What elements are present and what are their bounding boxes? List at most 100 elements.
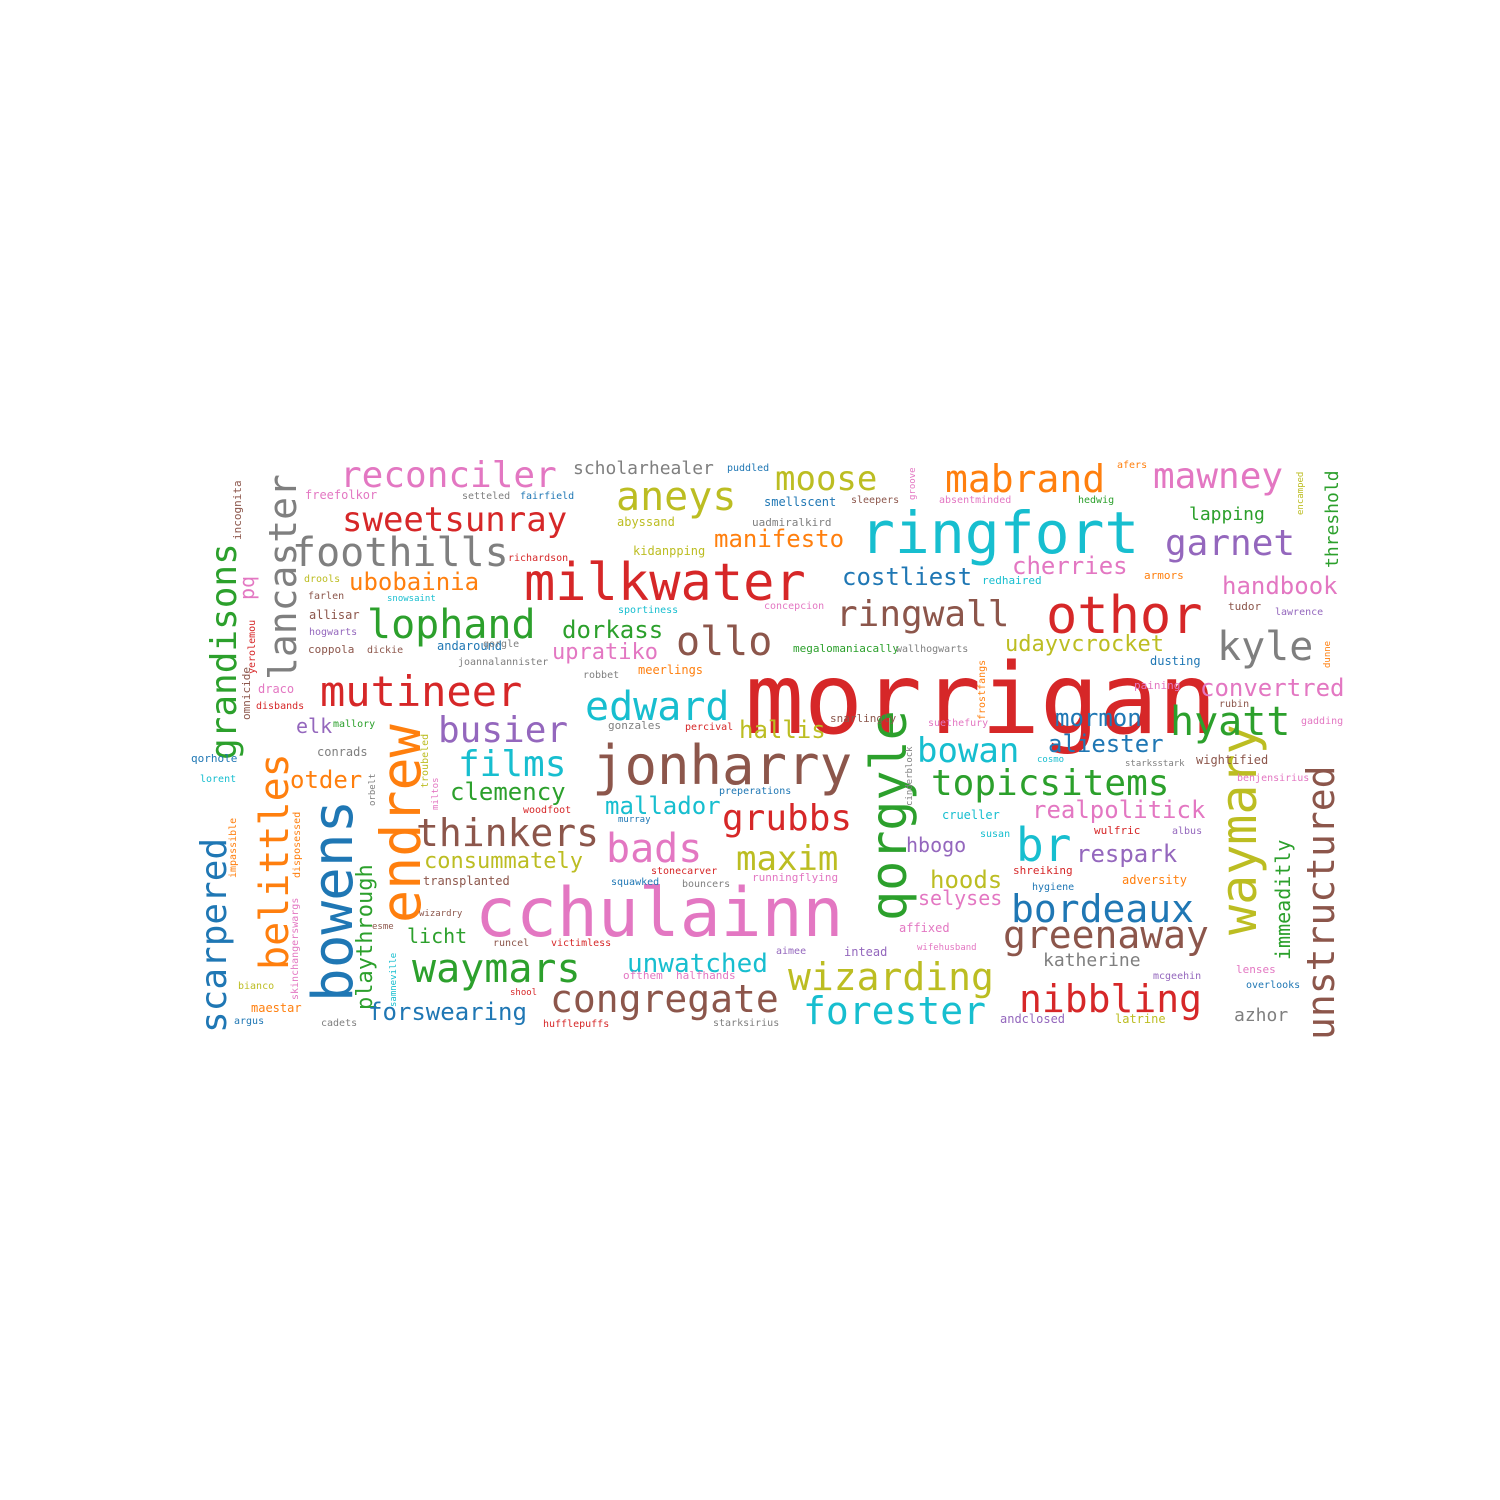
- word-moose: moose: [775, 459, 877, 499]
- word-drools: drools: [304, 574, 340, 585]
- word-cherries: cherries: [1012, 552, 1128, 580]
- word-maxim: maxim: [736, 839, 838, 879]
- word-gonzales: gonzales: [608, 719, 661, 732]
- word-intead: intead: [844, 945, 887, 959]
- word-lancaster: lancaster: [261, 474, 305, 680]
- word-puddled: puddled: [727, 463, 769, 474]
- word-snarlingly: snarlingly: [830, 712, 897, 725]
- word-hedwig: hedwig: [1078, 495, 1114, 506]
- word-samneville: samneville: [389, 953, 399, 1007]
- word-lenses: lenses: [1236, 963, 1276, 976]
- word-andclosed: andclosed: [1000, 1012, 1065, 1026]
- word-omnicide: omnicide: [240, 667, 253, 720]
- word-kidanpping: kidanpping: [633, 544, 705, 558]
- word-disbands: disbands: [256, 701, 304, 712]
- word-farlen: farlen: [308, 591, 344, 602]
- word-transplanted: transplanted: [423, 874, 510, 888]
- word-forswearing: forswearing: [368, 998, 527, 1026]
- word-murray: murray: [618, 815, 651, 825]
- word-allisar: allisar: [309, 608, 360, 622]
- word-mawney: mawney: [1153, 456, 1283, 497]
- word-ubobainia: ubobainia: [349, 568, 479, 596]
- word-hogwarts: hogwarts: [309, 627, 357, 638]
- word-aneys: aneys: [616, 474, 736, 520]
- word-sweetsunray: sweetsunray: [342, 500, 567, 540]
- word-morrigan: morrigan: [745, 643, 1217, 757]
- word-susan: susan: [980, 829, 1010, 840]
- word-elk: elk: [296, 714, 332, 738]
- word-starksstark: starksstark: [1125, 759, 1185, 769]
- word-dusting: dusting: [1150, 654, 1201, 668]
- word-setteled: setteled: [462, 491, 510, 502]
- word-edward: edward: [585, 684, 730, 730]
- word-freefolkor: freefolkor: [305, 488, 377, 502]
- word-suethefury: suethefury: [928, 718, 988, 729]
- word-hygiene: hygiene: [1032, 882, 1074, 893]
- word-grandisons: grandisons: [204, 543, 245, 760]
- word-disposessed: disposessed: [292, 812, 303, 878]
- word-clemency: clemency: [450, 778, 566, 806]
- word-abyssand: abyssand: [617, 515, 675, 529]
- word-jonharry: jonharry: [592, 734, 852, 797]
- word-mallory: mallory: [333, 719, 375, 730]
- word-consummately: consummately: [424, 849, 583, 874]
- word-armors: armors: [1144, 569, 1184, 582]
- word-ringfort: ringfort: [860, 499, 1139, 567]
- word-cadets: cadets: [321, 1018, 357, 1029]
- word-coppola: coppola: [308, 643, 354, 656]
- word-lophand: lophand: [367, 602, 536, 648]
- word-playthrough: playthrough: [353, 864, 378, 1010]
- word-paining: paining: [1134, 679, 1180, 692]
- word-groove: groove: [908, 467, 918, 500]
- word-congregate: congregate: [550, 977, 779, 1021]
- word-affixed: affixed: [899, 921, 950, 935]
- word-maestar: maestar: [251, 1001, 302, 1015]
- word-upratiko: upratiko: [552, 640, 658, 665]
- word-scholarhealer: scholarhealer: [573, 458, 714, 479]
- word-bordeaux: bordeaux: [1011, 887, 1194, 931]
- word-manifesto: manifesto: [714, 525, 844, 553]
- word-licht: licht: [407, 924, 467, 948]
- word-impassible: impassible: [228, 818, 239, 878]
- word-stonecarver: stonecarver: [651, 866, 717, 877]
- word-endrew: endrew: [369, 723, 433, 923]
- word-garnet: garnet: [1165, 523, 1295, 564]
- word-br: br: [1016, 818, 1071, 872]
- word-squawked: squawked: [611, 877, 659, 888]
- word-bowan: bowan: [917, 731, 1019, 771]
- word-bouncers: bouncers: [682, 879, 730, 890]
- word-hoods: hoods: [930, 866, 1002, 894]
- word-hyatt: hyatt: [1170, 699, 1290, 745]
- word-otder: otder: [290, 766, 362, 794]
- word-lorent: lorent: [200, 774, 236, 785]
- word-forester: forester: [803, 989, 986, 1033]
- word-topicsitems: topicsitems: [931, 763, 1169, 804]
- word-runningflying: runningflying: [752, 871, 838, 884]
- word-andaround: andaround: [437, 639, 502, 653]
- word-films: films: [458, 744, 566, 785]
- word-milkwater: milkwater: [524, 553, 806, 613]
- word-bads: bads: [606, 826, 702, 872]
- word-afers: afers: [1117, 460, 1147, 471]
- word-cinderblock: cinderblock: [905, 746, 915, 806]
- word-miltos: miltos: [431, 777, 441, 810]
- word-aimee: aimee: [776, 946, 806, 957]
- word-redhaired: redhaired: [982, 574, 1042, 587]
- word-ollo: ollo: [676, 619, 772, 665]
- word-mabrand: mabrand: [945, 457, 1105, 501]
- word-absentminded: absentminded: [939, 495, 1011, 506]
- word-respark: respark: [1076, 840, 1178, 868]
- word-dunne: dunne: [1323, 641, 1333, 668]
- word-immeaditly: immeaditly: [1271, 840, 1295, 960]
- word-waymars: waymars: [412, 946, 581, 992]
- word-nibbling: nibbling: [1019, 977, 1202, 1021]
- word-woodfoot: woodfoot: [523, 805, 571, 816]
- word-bianco: bianco: [238, 981, 274, 992]
- word-cosmo: cosmo: [1037, 755, 1064, 765]
- word-reconciler: reconciler: [340, 455, 557, 496]
- word-udayvcrocket: udayvcrocket: [1005, 632, 1164, 657]
- word-katherine: katherine: [1043, 950, 1141, 971]
- word-orbelt: orbelt: [368, 773, 378, 806]
- word-cchulainn: cchulainn: [475, 874, 843, 953]
